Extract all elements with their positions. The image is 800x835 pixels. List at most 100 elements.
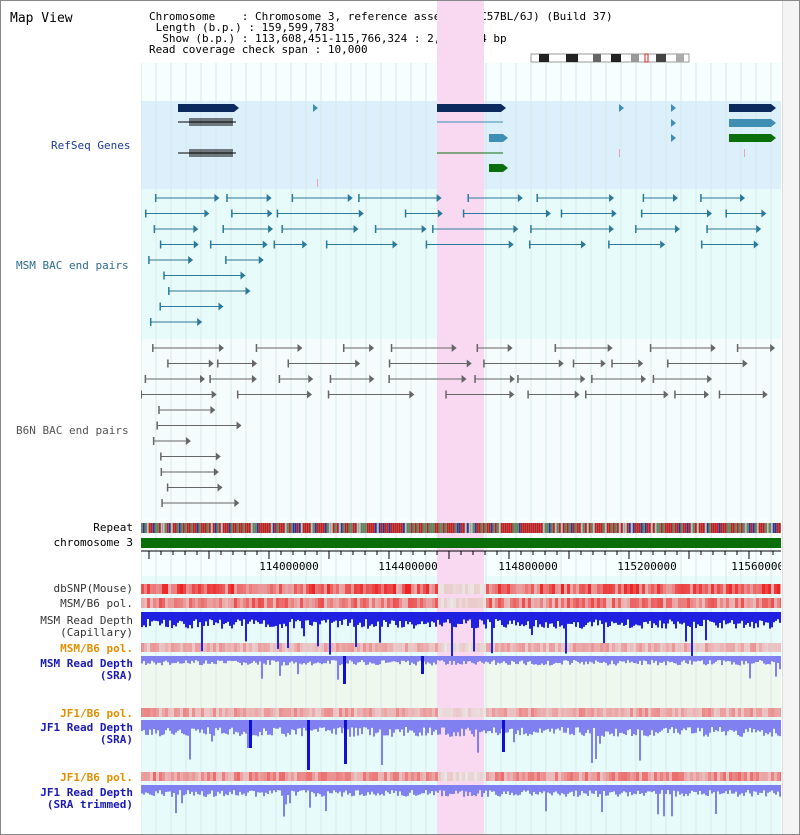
bac-end-arrow <box>208 359 214 368</box>
heat-cell <box>540 708 543 717</box>
heat-cell <box>408 708 411 717</box>
heat-cell <box>405 643 408 652</box>
depth-bar <box>739 785 741 795</box>
repeat-element <box>331 523 333 533</box>
vertical-scrollbar[interactable] <box>782 1 799 834</box>
depth-bar <box>467 612 469 621</box>
depth-bar <box>537 785 539 795</box>
heat-cell <box>342 598 345 608</box>
depth-bar <box>719 785 721 795</box>
track-label-repeat[interactable]: Repeat <box>93 521 133 534</box>
heat-cell <box>579 772 582 781</box>
track-label-msm-read-depth-capillary[interactable]: MSM Read Depth (Capillary) <box>40 614 133 639</box>
heat-cell <box>354 643 357 652</box>
depth-bar <box>499 612 501 621</box>
depth-bar <box>229 785 231 792</box>
depth-bar <box>323 656 325 664</box>
selection-highlight[interactable] <box>437 1 484 834</box>
depth-bar <box>293 612 295 629</box>
heat-cell <box>327 708 330 717</box>
heat-cell <box>378 772 381 781</box>
depth-bar <box>461 785 463 791</box>
bac-end-arrow <box>507 344 513 352</box>
b6n-bac-track[interactable] <box>141 344 776 507</box>
heat-cell <box>702 772 705 781</box>
gene-arrow <box>313 104 318 112</box>
heat-cell <box>210 708 213 717</box>
track-label-refseq[interactable]: RefSeq Genes <box>51 139 131 152</box>
depth-bar <box>147 612 149 620</box>
depth-bar <box>403 612 405 627</box>
repeat-element <box>239 523 241 533</box>
heat-cell <box>447 772 450 781</box>
depth-bar <box>731 720 733 731</box>
repeat-track[interactable] <box>141 523 781 533</box>
heat-cell <box>696 598 699 608</box>
repeat-element <box>271 523 273 533</box>
track-label-msm-read-depth-sra[interactable]: MSM Read Depth (SRA) <box>40 657 133 682</box>
track-label-chromosome[interactable]: chromosome 3 <box>53 536 133 549</box>
depth-bar <box>627 785 629 797</box>
track-label-msm-bac[interactable]: MSM BAC end pairs <box>16 259 129 272</box>
track-label-msm-b6-pol-1[interactable]: MSM/B6 pol. <box>60 597 133 610</box>
heat-cell <box>252 584 255 594</box>
track-label-b6n-bac[interactable]: B6N BAC end pairs <box>16 424 129 437</box>
depth-bar <box>199 612 201 623</box>
depth-bar <box>411 720 413 731</box>
heat-cell <box>546 598 549 608</box>
heat-cell <box>426 772 429 781</box>
heat-cell <box>564 584 567 594</box>
depth-bar <box>311 656 313 666</box>
chromosome-ideogram[interactable] <box>530 53 690 63</box>
depth-bar <box>241 656 243 666</box>
heat-cell <box>729 643 732 652</box>
refseq-genes-track[interactable] <box>178 104 776 187</box>
heat-cell <box>519 584 522 594</box>
heat-cell <box>462 598 465 608</box>
track-label-jf1-b6-pol-1[interactable]: JF1/B6 pol. <box>60 707 133 720</box>
heat-cell <box>690 772 693 781</box>
heat-cell <box>186 643 189 652</box>
heat-cell <box>327 643 330 652</box>
depth-bar <box>673 656 675 664</box>
heat-cell <box>399 598 402 608</box>
heat-cell <box>198 598 201 608</box>
heat-cell <box>306 643 309 652</box>
heat-cell <box>618 772 621 781</box>
depth-bar <box>497 612 499 621</box>
heat-cell <box>408 772 411 781</box>
track-label-jf1-read-depth-trimmed[interactable]: JF1 Read Depth (SRA trimmed) <box>40 786 133 811</box>
heatmap-tracks[interactable] <box>141 584 781 781</box>
heat-cell <box>663 643 666 652</box>
depth-bar <box>359 785 361 796</box>
depth-bar <box>745 612 747 625</box>
msm-bac-track[interactable] <box>144 194 767 326</box>
depth-bar <box>303 720 305 728</box>
depth-bar <box>719 720 721 728</box>
bac-end-arrow <box>218 344 224 352</box>
read-depth-tracks[interactable] <box>141 612 781 817</box>
genome-plot[interactable]: 114000000 114400000 114800000 115200000 … <box>141 1 781 834</box>
bac-end-arrow <box>761 209 767 218</box>
depth-bar <box>319 656 321 664</box>
depth-bar <box>273 612 275 627</box>
depth-bar <box>549 612 551 624</box>
heat-cell <box>645 772 648 781</box>
depth-bar <box>491 720 493 734</box>
depth-bar <box>253 656 255 661</box>
depth-bar <box>741 656 743 661</box>
depth-bar <box>555 612 557 629</box>
track-label-jf1-read-depth-sra[interactable]: JF1 Read Depth (SRA) <box>40 721 133 746</box>
repeat-element <box>705 523 707 533</box>
heat-cell <box>711 708 714 717</box>
track-label-msm-b6-pol-2[interactable]: MSM/B6 pol. <box>60 642 133 655</box>
depth-bar <box>341 720 343 734</box>
chromosome-bar[interactable] <box>141 538 781 548</box>
depth-bar <box>669 656 671 663</box>
heat-cell <box>606 643 609 652</box>
depth-bar <box>523 656 525 664</box>
repeat-element <box>553 523 555 533</box>
depth-bar <box>351 612 353 620</box>
track-label-jf1-b6-pol-2[interactable]: JF1/B6 pol. <box>60 771 133 784</box>
track-label-dbsnp[interactable]: dbSNP(Mouse) <box>53 582 133 595</box>
